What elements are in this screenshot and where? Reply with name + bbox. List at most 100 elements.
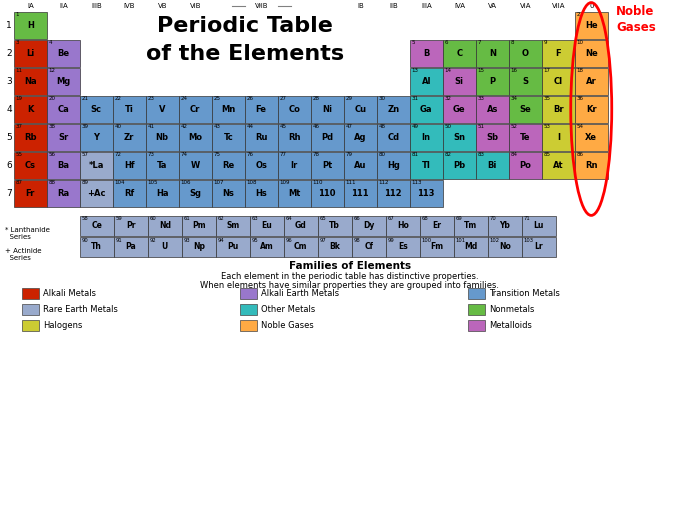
Bar <box>148 236 181 257</box>
Bar <box>47 39 80 67</box>
Text: 61: 61 <box>183 216 190 222</box>
Text: 93: 93 <box>183 237 190 243</box>
Text: Np: Np <box>193 242 204 251</box>
Text: 110: 110 <box>312 181 323 185</box>
Text: 69: 69 <box>455 216 462 222</box>
Text: Xe: Xe <box>585 132 597 142</box>
Text: Es: Es <box>398 242 407 251</box>
Text: 19: 19 <box>15 97 22 101</box>
Text: Rb: Rb <box>24 132 36 142</box>
Text: Transition Metals: Transition Metals <box>489 289 560 298</box>
Text: 107: 107 <box>214 181 224 185</box>
Bar <box>245 96 277 123</box>
Bar <box>14 123 46 151</box>
Text: *La: *La <box>89 161 104 170</box>
Bar <box>377 96 409 123</box>
Bar <box>542 39 575 67</box>
Bar <box>344 96 377 123</box>
Text: I: I <box>556 132 560 142</box>
Text: 14: 14 <box>444 68 452 74</box>
Text: F: F <box>555 48 561 58</box>
Text: Families of Elements: Families of Elements <box>289 261 411 271</box>
Bar <box>542 152 575 179</box>
Text: 38: 38 <box>48 124 55 130</box>
Text: Ga: Ga <box>420 104 433 113</box>
Text: 65: 65 <box>319 216 326 222</box>
Text: Au: Au <box>354 161 367 170</box>
Bar <box>443 39 475 67</box>
Text: 13: 13 <box>411 68 418 74</box>
Bar <box>179 180 211 207</box>
Text: W: W <box>190 161 200 170</box>
Bar <box>522 236 556 257</box>
Text: Ge: Ge <box>453 104 466 113</box>
Text: Pd: Pd <box>321 132 333 142</box>
Text: 4: 4 <box>48 40 52 46</box>
Text: Tl: Tl <box>422 161 430 170</box>
Text: 20: 20 <box>48 97 55 101</box>
Text: Alkali Earth Metals: Alkali Earth Metals <box>261 289 339 298</box>
Text: IIIA: IIIA <box>421 3 432 8</box>
Bar <box>240 320 257 331</box>
Text: 56: 56 <box>48 152 55 158</box>
Text: Mt: Mt <box>288 188 300 197</box>
Bar <box>245 152 277 179</box>
Bar <box>443 123 475 151</box>
Text: 46: 46 <box>312 124 319 130</box>
Text: 41: 41 <box>147 124 154 130</box>
Text: 109: 109 <box>279 181 290 185</box>
Text: Other Metals: Other Metals <box>261 304 315 313</box>
Text: 39: 39 <box>81 124 88 130</box>
Bar <box>146 123 178 151</box>
Bar <box>509 152 542 179</box>
Text: 62: 62 <box>217 216 224 222</box>
Text: VIIB: VIIB <box>255 3 268 8</box>
Text: Fm: Fm <box>430 242 443 251</box>
Bar <box>410 152 442 179</box>
Text: Mg: Mg <box>56 77 71 86</box>
Text: 11: 11 <box>15 68 22 74</box>
Text: H: H <box>27 20 34 29</box>
Text: 27: 27 <box>279 97 286 101</box>
Text: Co: Co <box>288 104 300 113</box>
Text: 10: 10 <box>576 40 583 46</box>
Text: 22: 22 <box>114 97 121 101</box>
Bar <box>410 39 442 67</box>
Text: Cd: Cd <box>387 132 399 142</box>
Text: 83: 83 <box>477 152 484 158</box>
Text: 21: 21 <box>81 97 88 101</box>
Text: Md: Md <box>464 242 477 251</box>
Text: Ns: Ns <box>223 188 234 197</box>
Text: 54: 54 <box>576 124 583 130</box>
Bar <box>575 39 608 67</box>
Text: Pt: Pt <box>322 161 332 170</box>
Text: 58: 58 <box>81 216 88 222</box>
Text: 57: 57 <box>81 152 88 158</box>
Text: 89: 89 <box>81 181 88 185</box>
Text: Lr: Lr <box>534 242 543 251</box>
Text: 17: 17 <box>543 68 550 74</box>
Bar <box>216 236 249 257</box>
Text: 3: 3 <box>6 77 12 86</box>
Text: Halogens: Halogens <box>43 320 83 330</box>
Bar <box>245 123 277 151</box>
Text: IVB: IVB <box>124 3 135 8</box>
Bar <box>146 152 178 179</box>
Text: Ar: Ar <box>586 77 596 86</box>
Text: 72: 72 <box>114 152 121 158</box>
Text: Gd: Gd <box>295 221 307 230</box>
Text: 45: 45 <box>279 124 286 130</box>
Bar <box>284 215 318 236</box>
Text: VIB: VIB <box>190 3 202 8</box>
Text: VA: VA <box>488 3 497 8</box>
Bar <box>113 152 146 179</box>
Bar <box>575 123 608 151</box>
Bar <box>148 215 181 236</box>
Bar <box>454 215 487 236</box>
Text: 73: 73 <box>147 152 154 158</box>
Text: 71: 71 <box>523 216 530 222</box>
Bar <box>179 152 211 179</box>
Text: 7: 7 <box>6 188 12 197</box>
Text: 25: 25 <box>214 97 220 101</box>
Text: V: V <box>159 104 165 113</box>
